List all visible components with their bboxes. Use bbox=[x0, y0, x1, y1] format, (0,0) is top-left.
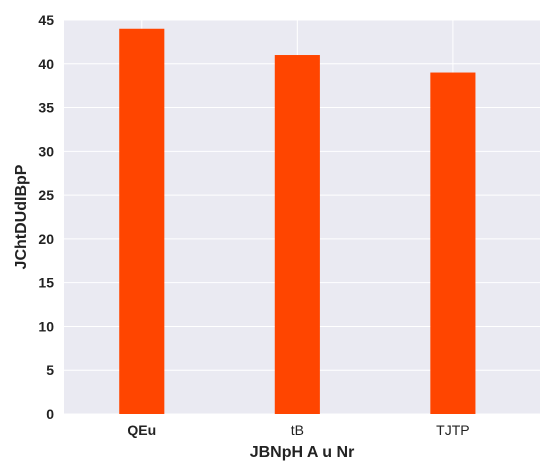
y-tick-labels: 0 5 10 15 20 25 30 35 40 45 bbox=[38, 12, 54, 422]
y-tick-label: 35 bbox=[38, 100, 54, 116]
y-tick-label: 25 bbox=[38, 187, 54, 203]
y-tick-label: 45 bbox=[38, 12, 54, 28]
y-tick-label: 30 bbox=[38, 143, 54, 159]
y-tick-label: 15 bbox=[38, 275, 54, 291]
y-tick-label: 0 bbox=[46, 406, 54, 422]
x-tick-label: TJTP bbox=[436, 422, 469, 438]
y-tick-label: 5 bbox=[46, 362, 54, 378]
bar-TJTP bbox=[430, 72, 476, 415]
bar-QEu bbox=[119, 28, 165, 415]
x-axis-label: JBNpH A u Nr bbox=[250, 444, 355, 461]
x-tick-label: tB bbox=[291, 422, 304, 438]
y-tick-label: 20 bbox=[38, 231, 54, 247]
x-tick-label: QEu bbox=[127, 422, 156, 438]
x-tick-labels: QEu tB TJTP bbox=[127, 422, 469, 438]
y-tick-label: 10 bbox=[38, 318, 54, 334]
y-tick-label: 40 bbox=[38, 56, 54, 72]
bars bbox=[119, 28, 476, 415]
y-axis-label: JChtDUdIBpP bbox=[13, 164, 30, 269]
bar-tB bbox=[274, 55, 320, 415]
